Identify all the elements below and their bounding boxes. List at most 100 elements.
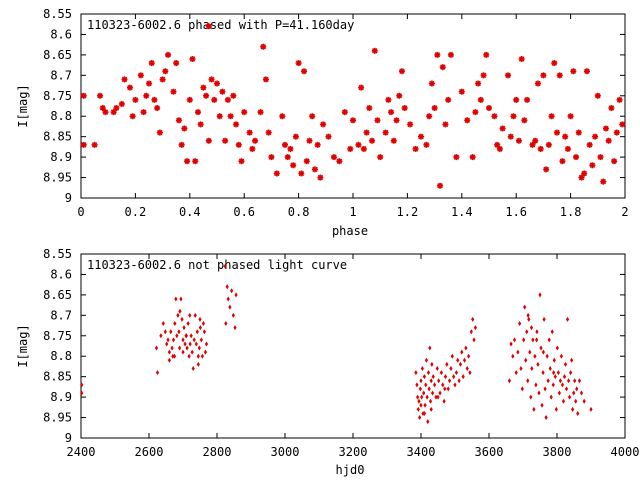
data-point [425, 394, 429, 400]
data-point [555, 345, 559, 351]
data-point [230, 288, 234, 294]
data-point [430, 361, 434, 367]
data-point [509, 341, 513, 347]
data-point [465, 365, 469, 371]
data-point [578, 174, 585, 181]
x-tick-label: 0.2 [125, 205, 147, 219]
data-point [616, 96, 623, 103]
y-tick-label: 8.75 [43, 89, 72, 103]
x-axis-label: hjd0 [336, 463, 365, 477]
data-point [554, 406, 558, 412]
data-point [198, 325, 202, 331]
data-point [252, 137, 259, 144]
data-point [369, 137, 376, 144]
y-tick-label: 9 [65, 431, 72, 445]
data-point [336, 158, 343, 165]
y-tick-label: 8.55 [43, 247, 72, 261]
data-point [396, 92, 403, 99]
data-point [529, 394, 533, 400]
data-point [341, 109, 348, 116]
data-point [200, 353, 204, 359]
data-point [268, 154, 275, 161]
y-tick-label: 8.55 [43, 7, 72, 21]
data-point [561, 398, 566, 404]
data-point [559, 353, 564, 359]
data-point [193, 312, 197, 318]
data-point [558, 378, 562, 384]
data-point [569, 370, 573, 376]
data-point [154, 105, 161, 112]
data-point [496, 145, 503, 152]
data-point [566, 378, 571, 384]
data-point [196, 353, 200, 359]
data-point [355, 141, 362, 148]
data-point [515, 137, 522, 144]
data-point [439, 370, 443, 376]
data-point [174, 296, 178, 302]
data-point [442, 398, 446, 404]
data-point [532, 137, 539, 144]
data-point [513, 96, 520, 103]
data-point [358, 84, 365, 91]
data-point [197, 345, 201, 351]
data-point [443, 386, 447, 392]
data-point [222, 137, 229, 144]
data-point [514, 370, 518, 376]
data-point [464, 117, 471, 124]
plot-title: 110323-6002.6 phased with P=41.160day [87, 18, 354, 32]
y-tick-label: 8.6 [50, 267, 72, 281]
data-point [453, 154, 460, 161]
data-point [260, 43, 267, 50]
data-point [205, 137, 212, 144]
x-tick-label: 3600 [475, 445, 504, 459]
data-point [97, 92, 104, 99]
data-point [494, 141, 501, 148]
data-point [456, 357, 460, 363]
data-point [567, 113, 574, 120]
y-tick-label: 9 [65, 191, 72, 205]
y-tick-label: 8.85 [43, 370, 72, 384]
data-point [435, 365, 439, 371]
data-point [325, 133, 332, 140]
y-axis-label: I[mag] [16, 324, 30, 367]
data-point [605, 137, 612, 144]
data-point [80, 141, 87, 148]
data-point [447, 378, 452, 384]
data-point [424, 382, 428, 388]
data-point [179, 296, 183, 302]
y-tick-label: 8.95 [43, 411, 72, 425]
data-point [204, 341, 209, 347]
data-point [529, 141, 536, 148]
data-point [290, 162, 297, 169]
data-point [80, 390, 84, 396]
data-point [366, 105, 373, 112]
data-point [162, 68, 169, 75]
data-point [480, 72, 487, 79]
data-point [132, 96, 139, 103]
data-point [550, 329, 554, 335]
data-point [589, 162, 596, 169]
data-point [301, 68, 308, 75]
data-point [431, 105, 438, 112]
data-point [388, 109, 395, 116]
data-point [148, 60, 155, 67]
data-point [549, 394, 553, 400]
data-point [298, 170, 305, 177]
data-point [450, 353, 454, 359]
data-point [184, 333, 188, 339]
data-point [461, 374, 465, 380]
data-point [205, 23, 212, 30]
data-point [540, 72, 547, 79]
data-point [416, 406, 420, 412]
data-point [570, 68, 577, 75]
data-point [536, 361, 540, 367]
data-point [472, 109, 479, 116]
data-point [477, 96, 484, 103]
data-point [303, 158, 310, 165]
x-tick-label: 2 [621, 205, 628, 219]
data-point [534, 80, 541, 87]
data-point [282, 141, 288, 148]
data-point [571, 406, 575, 412]
data-point [543, 166, 550, 173]
data-point [393, 117, 400, 124]
